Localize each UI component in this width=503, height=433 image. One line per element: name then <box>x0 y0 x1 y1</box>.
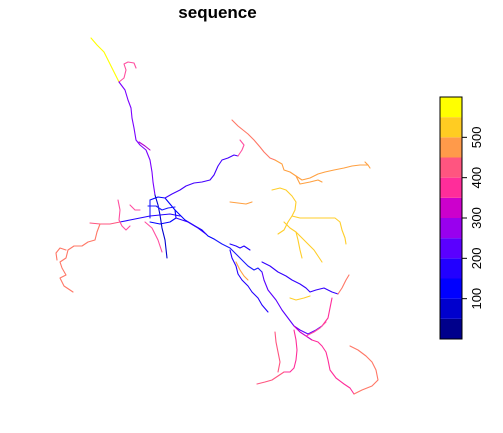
route-segment <box>364 161 371 169</box>
route-segment <box>261 271 323 335</box>
legend-tick-label: 100 <box>469 288 484 310</box>
route-segment <box>261 261 339 295</box>
legend-color-bins <box>440 97 462 339</box>
legend-bin-2 <box>440 278 462 299</box>
route-segment <box>90 37 120 83</box>
legend-bin-6 <box>440 197 462 218</box>
route-segment <box>89 221 121 225</box>
legend-bin-0 <box>440 318 462 339</box>
route-segment <box>311 339 355 395</box>
route-segment <box>283 221 323 263</box>
route-segment <box>305 321 327 337</box>
route-segment <box>295 175 323 185</box>
route-segment <box>164 154 239 199</box>
route-segment <box>119 213 181 223</box>
route-segment <box>229 249 269 313</box>
legend-bin-10 <box>440 117 462 138</box>
legend-tick-label: 200 <box>469 247 484 269</box>
route-segment <box>229 201 253 205</box>
legend-bin-3 <box>440 258 462 279</box>
route-segment <box>154 194 168 259</box>
legend-tick-label: 500 <box>469 126 484 148</box>
route-segment <box>321 297 333 327</box>
plot-title: sequence <box>178 3 257 22</box>
route-segment <box>274 331 281 373</box>
legend-tick-label: 400 <box>469 167 484 189</box>
route-segment <box>144 221 163 253</box>
legend-bin-5 <box>440 218 462 239</box>
legend-ticks: 100 200 300 400 500 <box>462 126 484 310</box>
route-segment <box>271 187 297 235</box>
route-segment <box>138 141 151 151</box>
legend-bin-8 <box>440 157 462 178</box>
route-segment <box>291 215 347 245</box>
route-segment <box>118 81 156 196</box>
route-segment <box>256 371 285 385</box>
route-segment <box>229 243 251 251</box>
legend-bin-7 <box>440 177 462 198</box>
route-segment <box>237 139 245 157</box>
route-segment <box>283 329 298 373</box>
route-segment <box>293 325 313 341</box>
route-segment <box>175 217 207 235</box>
route-segment <box>274 159 369 181</box>
route-segment <box>235 261 249 281</box>
route-segment <box>213 238 263 273</box>
route-segment <box>118 61 137 83</box>
legend-tick-label: 300 <box>469 207 484 229</box>
route-segment <box>59 223 101 293</box>
legend-bin-9 <box>440 137 462 158</box>
route-segment <box>117 199 131 231</box>
route-segment <box>55 247 67 261</box>
route-segment <box>231 119 276 161</box>
route-segment <box>289 295 311 301</box>
legend-bin-4 <box>440 238 462 259</box>
route-segment <box>129 204 141 211</box>
legend-bin-1 <box>440 298 462 319</box>
route-segment <box>349 345 379 395</box>
route-segment <box>295 231 303 259</box>
legend-bin-11 <box>440 97 462 118</box>
route-segment <box>337 274 350 295</box>
route-segment <box>147 205 176 211</box>
